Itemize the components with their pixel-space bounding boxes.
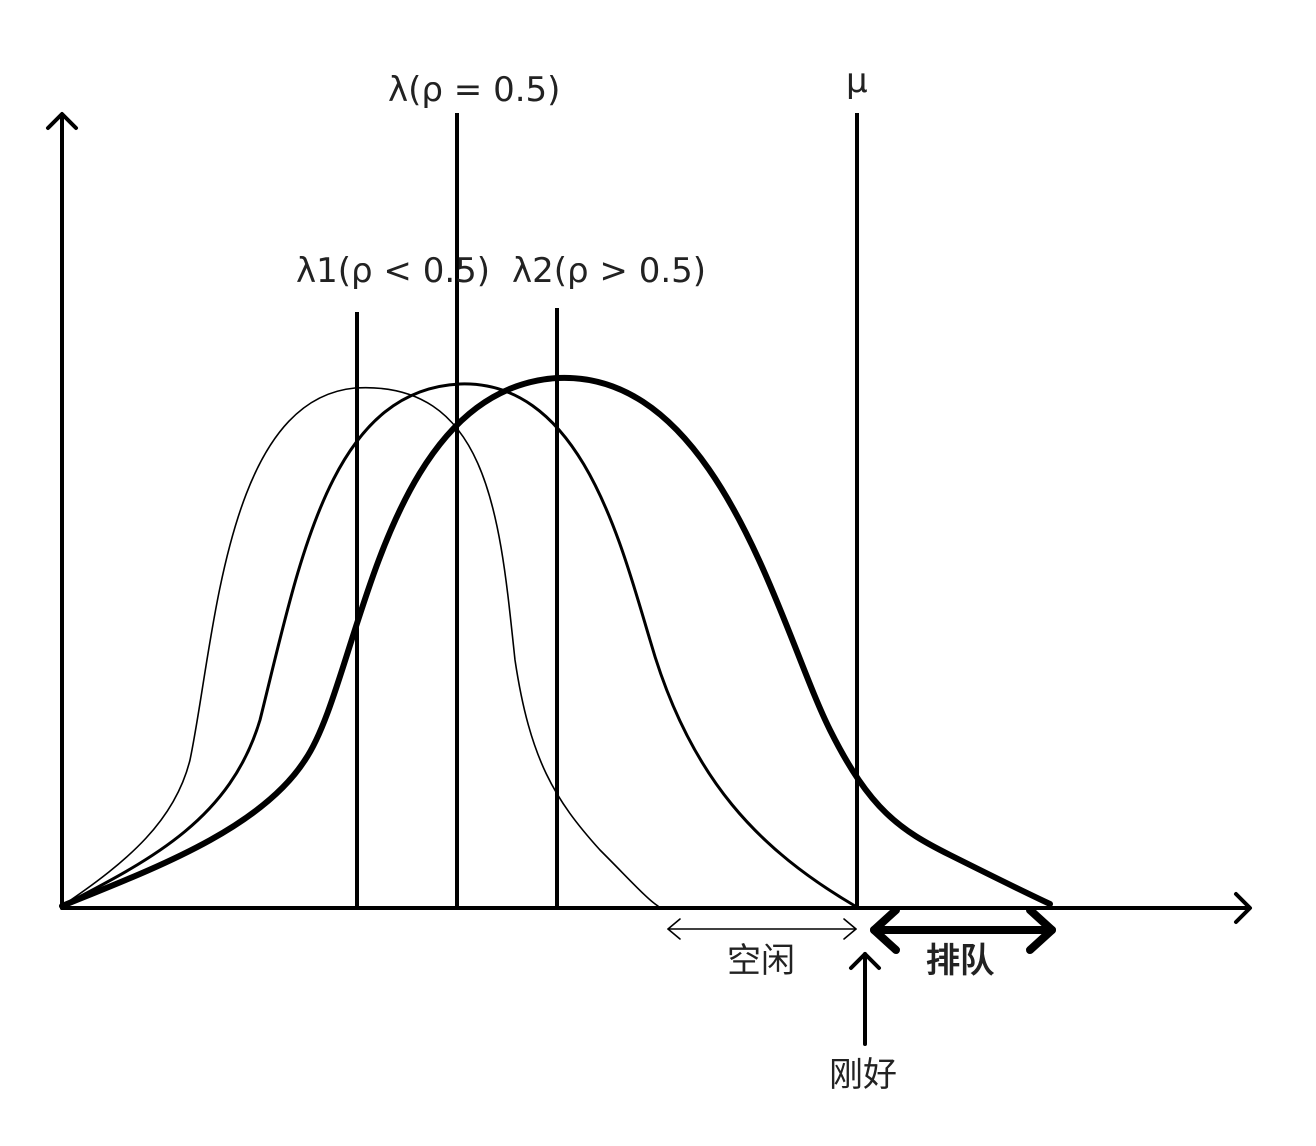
curve-lambda2	[59, 374, 1053, 909]
just-right-arrow-head	[849, 952, 881, 970]
lambda1-label: λ1(ρ < 0.5)	[296, 251, 490, 291]
idle-arrow-left-head	[667, 918, 681, 940]
curve-lambda1	[61, 387, 659, 907]
idle-arrow-right-head	[843, 918, 857, 940]
mu-label: μ	[846, 61, 868, 101]
queue-label: 排队	[926, 941, 995, 981]
curves	[59, 374, 1053, 909]
queue-arrow-left-head	[870, 906, 900, 954]
lambda-label: λ(ρ = 0.5)	[388, 70, 560, 110]
axes	[46, 112, 1252, 924]
queue-arrow	[870, 906, 1056, 954]
curve-lambda	[60, 382, 857, 908]
idle-arrow	[667, 918, 857, 940]
queue-arrow-right-head	[1026, 906, 1056, 954]
just-right-label: 刚好	[829, 1055, 897, 1095]
x-axis-arrowhead	[1234, 892, 1252, 924]
y-axis-arrowhead	[46, 112, 78, 130]
just-right-arrow	[849, 952, 881, 1046]
idle-label: 空闲	[727, 941, 795, 981]
lambda2-label: λ2(ρ > 0.5)	[512, 251, 706, 291]
